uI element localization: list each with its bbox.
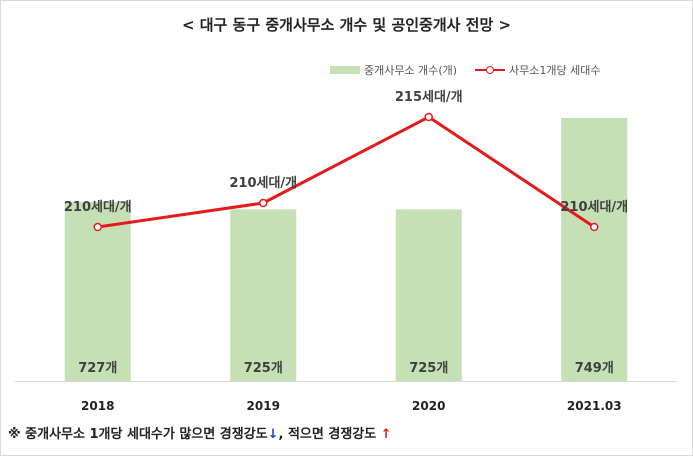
legend-bar-label: 중개사무소 개수(개) <box>364 64 458 77</box>
line-data-label: 210세대/개 <box>560 200 628 215</box>
legend: 중개사무소 개수(개) 사무소1개당 세대수 <box>330 62 601 78</box>
bar-data-label: 727개 <box>78 361 117 376</box>
bar <box>395 209 462 381</box>
bar-data-label: 725개 <box>409 361 448 376</box>
footnote-middle: , 적으면 경쟁강도 <box>278 427 381 442</box>
bar-data-label: 725개 <box>244 361 283 376</box>
up-arrow-icon: ↑ <box>380 427 392 442</box>
x-tick-label: 2018 <box>81 399 114 413</box>
footnote: ※ 중개사무소 1개당 세대수가 많으면 경쟁강도↓, 적으면 경쟁강도 ↑ <box>8 423 392 442</box>
legend-bar-swatch <box>330 66 360 74</box>
chart-title: < 대구 동구 중개사무소 개수 및 공인중개사 전망 > <box>181 16 512 34</box>
x-tick-label: 2019 <box>247 399 280 413</box>
x-tick-label: 2020 <box>412 399 445 413</box>
legend-line-swatch <box>475 65 506 75</box>
line-data-label: 210세대/개 <box>229 176 297 191</box>
line-data-label: 210세대/개 <box>64 200 132 215</box>
legend-line-label: 사무소1개당 세대수 <box>509 64 601 77</box>
down-arrow-icon: ↓ <box>267 427 279 442</box>
line-point <box>93 222 102 232</box>
line-data-label: 215세대/개 <box>395 90 463 105</box>
line-series <box>97 115 596 229</box>
x-tick-label: 2021.03 <box>567 399 622 413</box>
line-point <box>259 198 268 208</box>
bar-data-label: 749개 <box>575 361 614 376</box>
bar <box>230 209 297 381</box>
footnote-text: ※ 중개사무소 1개당 세대수가 많으면 경쟁강도 <box>8 427 268 442</box>
line-point <box>424 112 433 122</box>
bar <box>561 117 628 381</box>
line-point <box>590 222 599 232</box>
bar <box>64 201 131 381</box>
